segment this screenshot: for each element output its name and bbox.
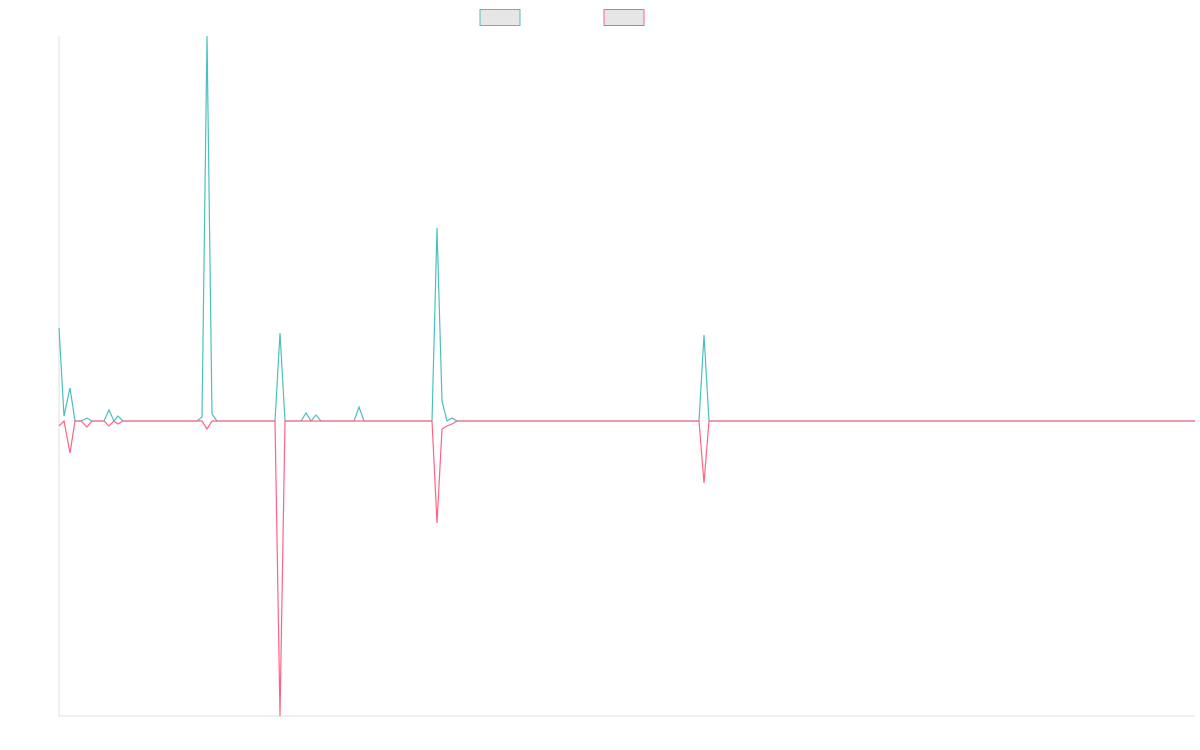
series-line [58, 419, 1195, 717]
legend-swatch [603, 9, 645, 26]
legend-swatch [479, 9, 521, 26]
series-line [58, 35, 1195, 423]
